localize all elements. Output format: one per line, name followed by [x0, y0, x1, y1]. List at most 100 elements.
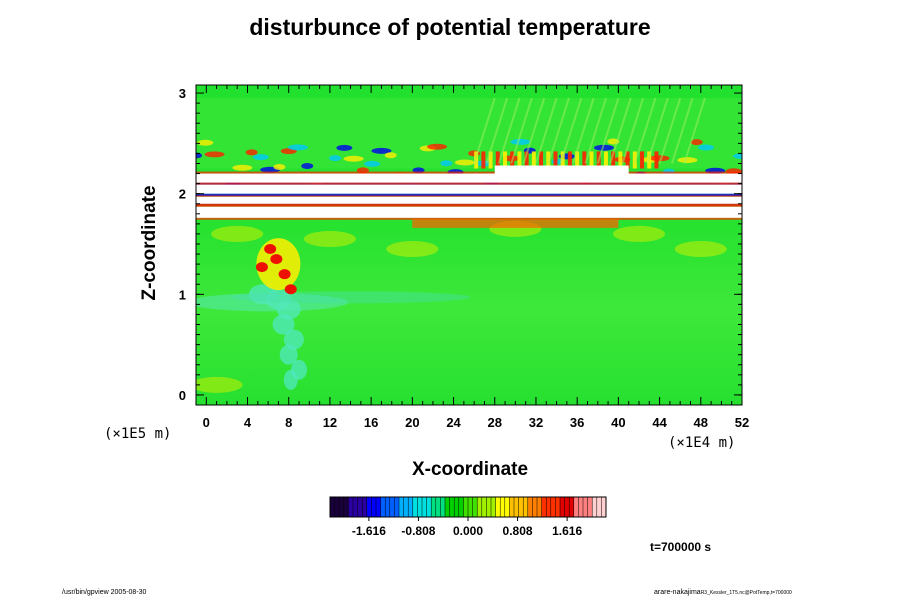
- warm-smudge: [211, 225, 264, 242]
- warm-fringe: [502, 151, 507, 169]
- colorbar-cell: [445, 497, 450, 517]
- wave-cell: [301, 163, 314, 170]
- x-tick-label: 12: [323, 415, 337, 430]
- colorbar-cell: [339, 497, 345, 517]
- footer-author: arare-nakajimaR3_Kessler_1T5.nc@PotTemp,…: [654, 589, 792, 596]
- wave-streak: [547, 97, 570, 164]
- cold-plume-cell: [283, 329, 304, 350]
- colorbar-cell: [532, 497, 538, 517]
- colorbar-cell: [353, 497, 358, 517]
- colorbar-cell: [601, 497, 607, 517]
- colorbar-cell: [514, 497, 519, 517]
- colorbar-cell: [422, 497, 427, 517]
- colorbar-cell: [431, 497, 437, 517]
- colorbar-cell: [523, 497, 529, 517]
- wave-streak: [522, 97, 546, 164]
- warm-fringe: [582, 151, 587, 169]
- colorbar-cell: [500, 497, 506, 517]
- warm-smudge: [674, 241, 727, 258]
- x-tick-label: 4: [244, 415, 252, 430]
- colorbar-cell: [564, 497, 570, 517]
- wave-cell: [384, 152, 397, 159]
- warm-fringe: [524, 151, 529, 169]
- colorbar-cell: [343, 497, 349, 517]
- wave-streak: [621, 97, 645, 164]
- colorbar-label: 1.616: [552, 524, 582, 538]
- wave-cell: [232, 164, 253, 171]
- x-tick-label: 44: [652, 415, 667, 430]
- warm-fringe: [611, 151, 616, 169]
- wave-cell: [197, 139, 214, 146]
- wave-streak: [596, 97, 620, 164]
- wave-cell: [343, 155, 364, 162]
- warm-underside: [412, 218, 619, 228]
- x-tick-label: 52: [735, 415, 749, 430]
- wave-cell: [677, 157, 698, 164]
- colorbar-cell: [348, 497, 354, 517]
- warm-fringe: [539, 151, 544, 169]
- colorbar-cell: [399, 497, 404, 517]
- colorbar-cell: [389, 497, 395, 517]
- x-tick-label: 24: [446, 415, 461, 430]
- colorbar-label: -0.808: [401, 524, 435, 538]
- x-tick-label: 20: [405, 415, 419, 430]
- x-tick-label: 36: [570, 415, 584, 430]
- saturated-band: [196, 196, 742, 204]
- colorbar-cell: [468, 497, 473, 517]
- colorbar-cell: [371, 497, 377, 517]
- y-axis-multiplier: (×1E5 m): [104, 426, 172, 442]
- warm-smudge: [196, 376, 243, 393]
- saturated-band: [196, 173, 742, 183]
- wave-cell: [593, 144, 614, 151]
- colorbar-cell: [504, 497, 510, 517]
- colorbar-cell: [587, 497, 593, 517]
- colorbar-cell: [458, 497, 464, 517]
- warm-blob-core: [284, 284, 297, 295]
- time-label: t=700000 s: [650, 540, 712, 554]
- wave-streak: [658, 97, 682, 164]
- wave-cell: [245, 149, 258, 156]
- wave-cell: [252, 154, 269, 161]
- colorbar-cell: [330, 497, 335, 517]
- y-axis-label: Z-coordinate: [139, 185, 160, 301]
- warm-smudge: [303, 230, 356, 247]
- colorbar-cell: [362, 497, 368, 517]
- colorbar-cell: [569, 497, 575, 517]
- wave-streak: [535, 97, 558, 164]
- warm-blob-core: [255, 262, 268, 273]
- x-axis-multiplier: (×1E4 m): [668, 435, 736, 451]
- y-axis-ticks: 0 1 2 3: [179, 86, 742, 403]
- warm-fringe: [618, 151, 623, 169]
- chart-title: disturbunce of potential temperature: [249, 14, 651, 40]
- plot-axes: [195, 84, 743, 406]
- warm-fringe: [625, 151, 630, 169]
- colorbar-cell: [592, 497, 598, 517]
- wave-cell: [427, 143, 448, 150]
- x-tick-label: 0: [203, 415, 210, 430]
- colorbar-cell: [408, 497, 414, 517]
- colorbar-cell: [394, 497, 400, 517]
- x-tick-label: 32: [529, 415, 543, 430]
- colorbar-cell: [440, 497, 446, 517]
- wave-cell: [690, 139, 703, 146]
- wave-cell: [510, 138, 531, 145]
- colorbar: -1.616 -0.808 0.000 0.808 1.616: [329, 496, 607, 538]
- warm-fringe: [632, 151, 637, 169]
- cold-layer: [230, 291, 471, 304]
- y-tick-label: 1: [179, 287, 186, 302]
- plot-frame: [195, 84, 743, 406]
- heatmap-field: [196, 85, 742, 405]
- warm-blob-core: [278, 269, 291, 280]
- wave-cell: [440, 160, 453, 167]
- colorbar-cell: [578, 497, 584, 517]
- wave-streak: [559, 97, 583, 164]
- colorbar-cell: [366, 497, 372, 517]
- wave-cell: [273, 163, 286, 170]
- wave-cell: [336, 144, 353, 151]
- warm-smudge: [386, 241, 439, 258]
- warm-fringe: [575, 151, 580, 169]
- footer-file: R3_Kessler_1T5.nc@PotTemp,t=700000: [700, 590, 792, 596]
- colorbar-cell: [541, 497, 547, 517]
- colorbar-cell: [385, 497, 391, 517]
